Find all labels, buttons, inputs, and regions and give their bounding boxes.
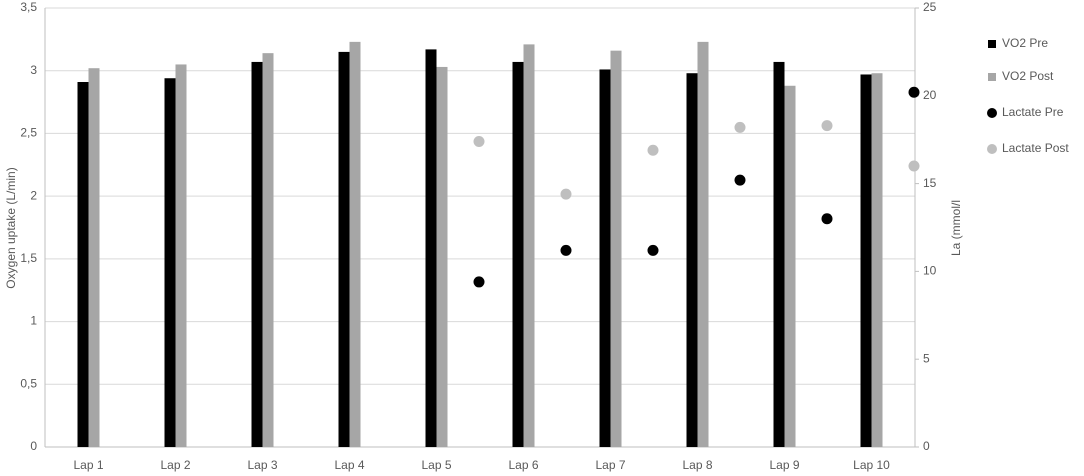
y-tick-label: 3 [30,63,37,77]
legend-label: Lactate Pre [1002,105,1064,119]
x-tick-label: Lap 6 [508,458,538,472]
bar [436,66,448,448]
y2-tick-label: 5 [923,351,930,365]
x-tick-label: Lap 4 [334,458,364,472]
x-tick-label: Lap 9 [769,458,799,472]
legend-swatch [987,144,997,154]
bar [77,82,89,447]
bar [251,61,263,447]
bar [686,73,698,448]
scatter-point [473,276,485,288]
bar [860,74,872,447]
bar [610,50,622,447]
x-tick-label: Lap 5 [421,458,451,472]
y-tick-label: 2 [30,188,37,202]
bar [338,51,350,448]
y2-axis-title: La (mmol/l [949,200,963,256]
y2-tick-label: 25 [923,0,937,14]
y-tick-label: 0,5 [20,376,37,390]
scatter-point [647,144,659,156]
x-tick-label: Lap 8 [682,458,712,472]
y2-tick-label: 20 [923,88,937,102]
y2-tick-label: 15 [923,176,937,190]
y-tick-label: 3,5 [20,0,37,14]
y-axis-title: Oxygen uptake (L/min) [4,167,18,288]
scatter-point [647,244,659,256]
x-tick-label: Lap 7 [595,458,625,472]
scatter-point [908,160,920,172]
legend-label: Lactate Post [1002,141,1069,155]
legend-swatch [988,73,996,81]
scatter-point [734,121,746,133]
legend-label: VO2 Post [1002,69,1054,83]
bar [425,49,437,448]
bar [697,41,709,447]
scatter-point [473,135,485,147]
y-tick-label: 0 [30,439,37,453]
legend-label: VO2 Pre [1002,36,1048,50]
y2-tick-label: 10 [923,264,937,278]
y-tick-label: 1 [30,314,37,328]
scatter-point [821,120,833,132]
bar [349,41,361,447]
scatter-point [560,188,572,200]
bar [871,73,883,448]
legend-swatch [988,40,996,48]
scatter-point [734,174,746,186]
x-tick-label: Lap 2 [160,458,190,472]
bar [175,64,187,447]
bar [164,78,176,448]
y-tick-label: 2,5 [20,126,37,140]
y-tick-label: 1,5 [20,251,37,265]
x-tick-label: Lap 3 [247,458,277,472]
bar [773,61,785,447]
x-tick-label: Lap 10 [853,458,890,472]
scatter-point [560,244,572,256]
bar [512,61,524,447]
bar [262,53,274,447]
bar [523,44,535,447]
scatter-point [908,86,920,98]
legend-swatch [987,108,997,118]
bar [599,69,611,448]
scatter-point [821,213,833,225]
x-tick-label: Lap 1 [73,458,103,472]
bar [88,68,100,447]
bar [784,85,796,447]
y2-tick-label: 0 [923,439,930,453]
